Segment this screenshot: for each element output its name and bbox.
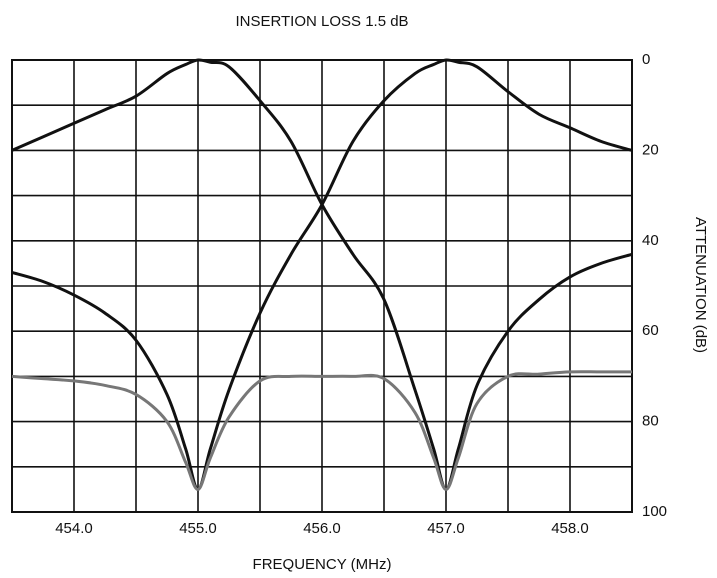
y-tick-label: 20 — [642, 141, 659, 158]
x-tick-label: 456.0 — [303, 520, 341, 537]
y-tick-label: 80 — [642, 413, 659, 430]
x-tick-label: 454.0 — [55, 520, 93, 537]
line-series — [11, 58, 633, 491]
y-tick-label: 100 — [642, 503, 667, 520]
chart-title: INSERTION LOSS 1.5 dB — [235, 13, 408, 30]
x-tick-label: 458.0 — [551, 520, 589, 537]
line-series — [11, 370, 632, 491]
x-axis-label: FREQUENCY (MHz) — [253, 556, 392, 573]
y-tick-label: 40 — [642, 232, 659, 249]
y-tick-label: 0 — [642, 51, 650, 68]
x-tick-label: 457.0 — [427, 520, 465, 537]
plot-frame — [11, 59, 633, 513]
y-tick-label: 60 — [642, 322, 659, 339]
x-tick-label: 455.0 — [179, 520, 217, 537]
y-axis-label: ATTENUATION (dB) — [692, 217, 709, 353]
